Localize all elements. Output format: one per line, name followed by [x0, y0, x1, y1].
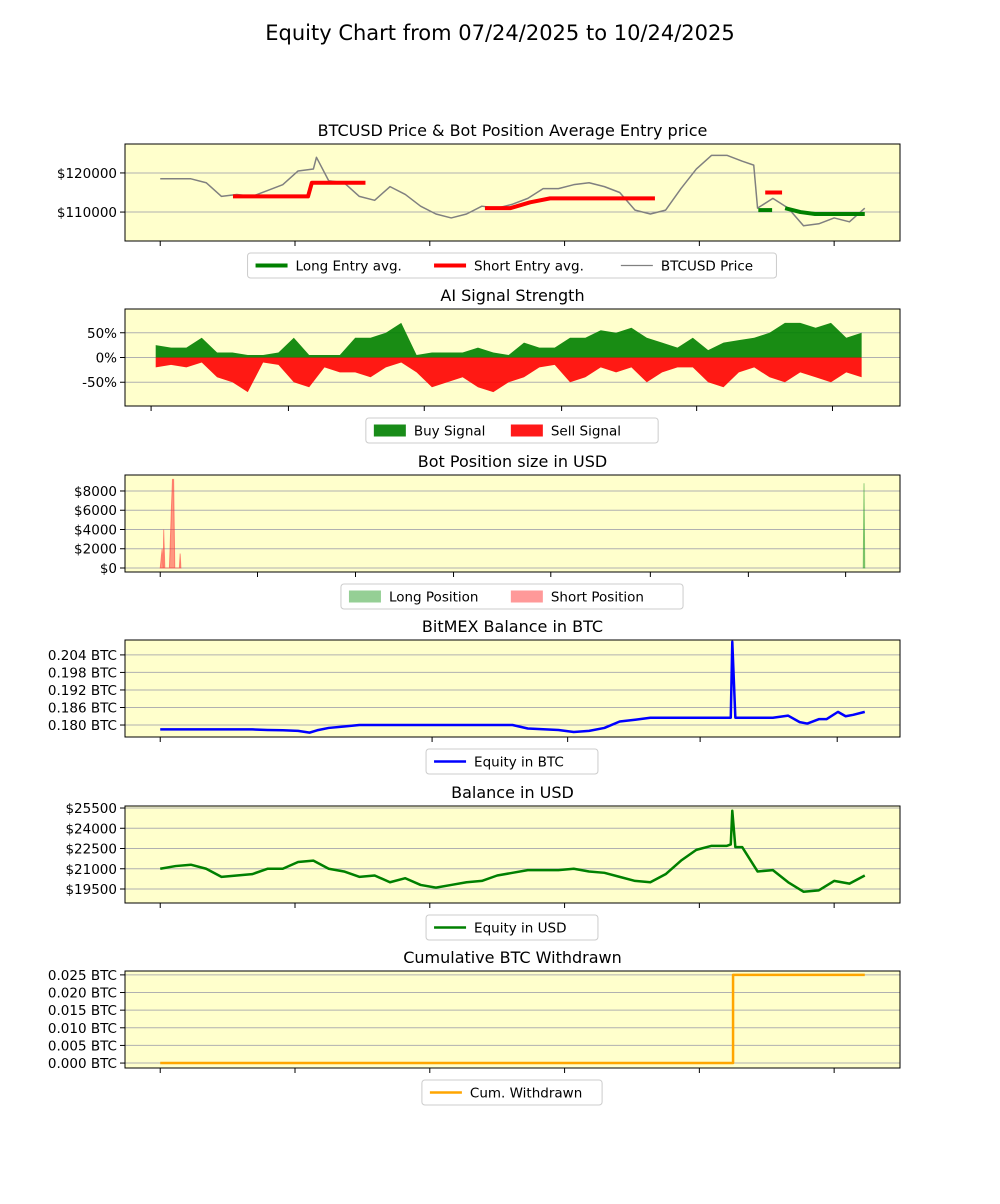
legend-label: Short Position: [551, 590, 644, 606]
plot-frame: [124, 474, 901, 573]
panel-title: Cumulative BTC Withdrawn: [403, 948, 622, 967]
y-tick-label: $0: [100, 561, 117, 577]
legend-swatch: [373, 424, 406, 437]
plot-background: [125, 806, 900, 903]
y-tick-label: 0.020 BTC: [48, 986, 117, 1002]
line-btcusd-price: [160, 154, 866, 227]
plot-frame: [124, 639, 901, 738]
y-tick-label: $25500: [65, 801, 117, 817]
line-equity-in-usd: [160, 809, 866, 893]
y-tick-label: $110000: [57, 205, 117, 221]
plot-background: [125, 144, 900, 241]
plot-area: [160, 640, 866, 734]
line-long-entry-avg-: [784, 206, 865, 217]
panel-1: BTCUSD Price & Bot Position Average Entr…: [57, 121, 901, 279]
line-short-entry-avg-: [232, 180, 366, 199]
y-tick-label: $19500: [65, 882, 117, 898]
y-tick-label: $6000: [74, 503, 117, 519]
plot-frame: [124, 143, 901, 242]
plot-area: [159, 478, 866, 569]
legend: Buy Signal Sell Signal: [365, 417, 659, 444]
legend-label: Equity in USD: [474, 921, 566, 937]
y-tick-label: $22500: [65, 842, 117, 858]
y-tick-label: $4000: [74, 522, 117, 538]
plot-background: [125, 971, 900, 1068]
area-long-position: [862, 483, 866, 569]
y-tick-label: 50%: [87, 326, 117, 342]
line-equity-in-btc: [160, 640, 866, 734]
y-tick-label: 0.010 BTC: [48, 1021, 117, 1037]
y-tick-label: 0.005 BTC: [48, 1038, 117, 1054]
y-tick-label: 0.204 BTC: [48, 648, 117, 664]
legend-swatch: [348, 590, 381, 603]
legend: Equity in USD: [425, 914, 599, 941]
legend-label: Long Entry avg.: [296, 259, 402, 275]
panel-title: BitMEX Balance in BTC: [422, 617, 603, 636]
line-cum-withdrawn: [160, 973, 865, 1065]
plot-frame: [124, 970, 901, 1069]
y-tick-label: $8000: [74, 484, 117, 500]
area-short-position: [159, 478, 182, 569]
legend-box: [425, 748, 599, 775]
legend: Long Entry avg. Short Entry avg. BTCUSD Pr…: [247, 252, 777, 279]
panel-5: Balance in USD $19500 $21000 $22500 $24000 $2…: [65, 783, 901, 941]
panel-6: Cumulative BTC Withdrawn 0.000 BTC 0.005 B…: [48, 948, 901, 1106]
legend-box: [421, 1079, 603, 1106]
legend-label: BTCUSD Price: [661, 259, 753, 275]
legend: Long Position Short Position: [340, 583, 684, 610]
y-tick-label: 0.000 BTC: [48, 1056, 117, 1072]
figure-title: Equity Chart from 07/24/2025 to 10/24/20…: [265, 21, 735, 45]
legend-swatch: [510, 590, 543, 603]
plot-area: [160, 154, 866, 227]
line-short-entry-avg-: [484, 196, 655, 211]
legend: Cum. Withdrawn: [421, 1079, 603, 1106]
legend-label: Short Entry avg.: [474, 259, 584, 275]
y-tick-label: $24000: [65, 821, 117, 837]
panel-2: AI Signal Strength -50% 0% 50% Buy Signal Sel…: [82, 286, 901, 444]
legend-swatch: [510, 424, 543, 437]
legend-label: Cum. Withdrawn: [470, 1086, 582, 1102]
y-tick-label: 0.198 BTC: [48, 665, 117, 681]
legend-label: Sell Signal: [551, 424, 621, 440]
legend-box: [425, 914, 599, 941]
y-tick-label: 0.180 BTC: [48, 718, 117, 734]
y-tick-label: 0.192 BTC: [48, 683, 117, 699]
area-buy-signal: [155, 322, 862, 358]
plot-frame: [124, 805, 901, 904]
panel-title: BTCUSD Price & Bot Position Average Entr…: [318, 121, 708, 140]
legend-label: Equity in BTC: [474, 755, 564, 771]
panel-3: Bot Position size in USD $0 $2000 $4000 $600…: [74, 452, 901, 610]
plot-background: [125, 475, 900, 572]
y-tick-label: 0.015 BTC: [48, 1003, 117, 1019]
legend-label: Long Position: [389, 590, 479, 606]
legend-box: [247, 252, 777, 279]
y-tick-label: $2000: [74, 542, 117, 558]
plot-background: [125, 640, 900, 737]
plot-frame: [124, 308, 901, 407]
y-tick-label: 0%: [96, 351, 118, 367]
plot-area: [160, 973, 865, 1065]
y-tick-label: $120000: [57, 166, 117, 182]
area-sell-signal: [155, 357, 862, 393]
legend: Equity in BTC: [425, 748, 599, 775]
y-tick-label: 0.186 BTC: [48, 700, 117, 716]
panel-title: Bot Position size in USD: [418, 452, 607, 471]
y-tick-label: 0.025 BTC: [48, 968, 117, 984]
legend-label: Buy Signal: [414, 424, 486, 440]
plot-area: [155, 322, 862, 393]
panel-title: Balance in USD: [451, 783, 574, 802]
plot-area: [160, 809, 866, 893]
panel-title: AI Signal Strength: [440, 286, 584, 305]
y-tick-label: -50%: [82, 375, 117, 391]
y-tick-label: $21000: [65, 862, 117, 878]
